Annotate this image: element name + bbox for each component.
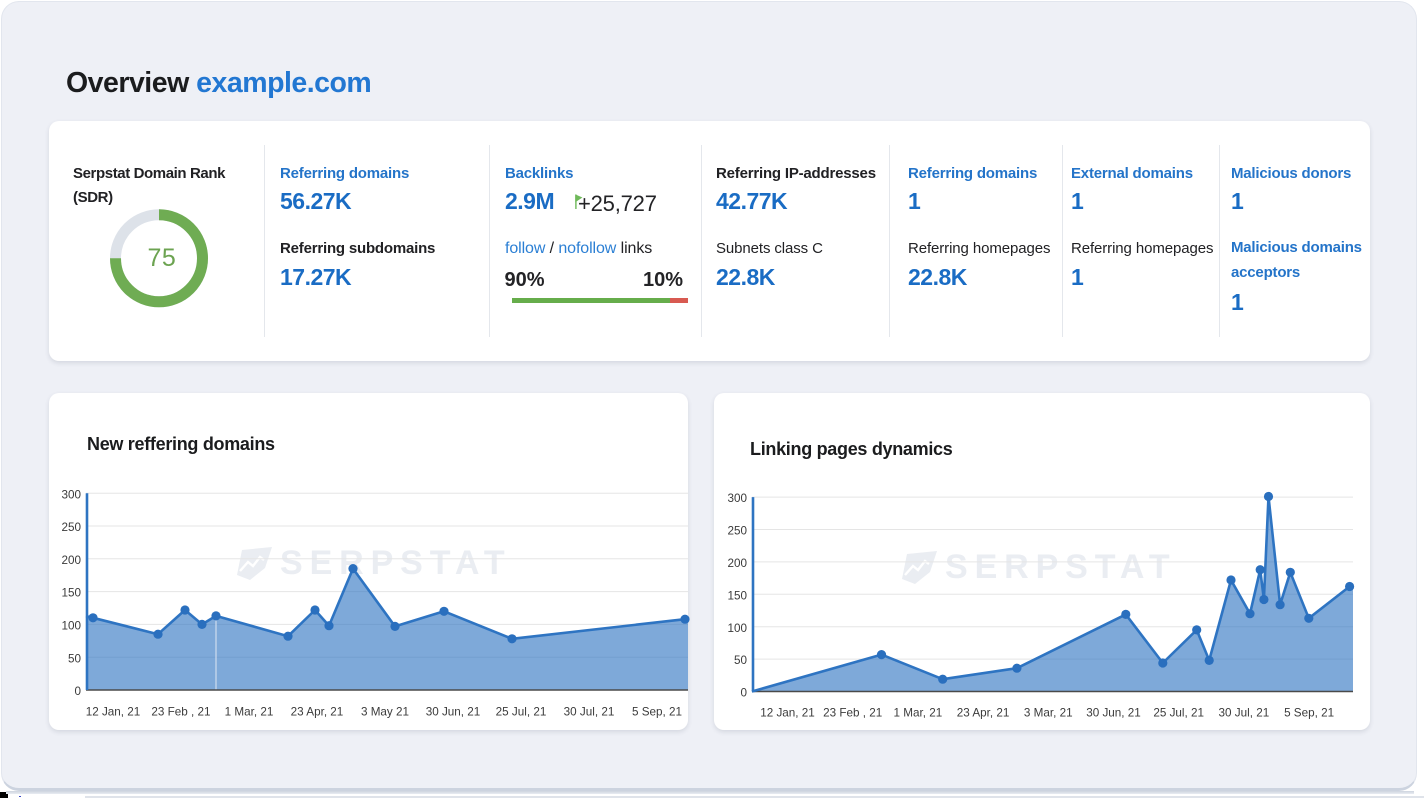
svg-text:3 Mar, 21: 3 Mar, 21 bbox=[1024, 707, 1073, 720]
svg-text:300: 300 bbox=[61, 488, 81, 501]
svg-text:12 Jan, 21: 12 Jan, 21 bbox=[86, 706, 141, 719]
svg-text:SERPSTAT: SERPSTAT bbox=[945, 548, 1177, 586]
svg-text:150: 150 bbox=[61, 587, 81, 600]
svg-text:30 Jun, 21: 30 Jun, 21 bbox=[426, 706, 481, 719]
svg-text:23 Feb , 21: 23 Feb , 21 bbox=[151, 706, 210, 719]
svg-text:150: 150 bbox=[727, 589, 747, 602]
svg-text:5 Sep, 21: 5 Sep, 21 bbox=[632, 706, 682, 719]
svg-text:200: 200 bbox=[61, 554, 81, 567]
svg-text:300: 300 bbox=[727, 492, 747, 505]
svg-text:1 Mar, 21: 1 Mar, 21 bbox=[894, 707, 943, 720]
svg-text:100: 100 bbox=[61, 620, 81, 633]
svg-text:50: 50 bbox=[68, 652, 82, 665]
svg-text:5 Sep, 21: 5 Sep, 21 bbox=[1284, 707, 1334, 720]
svg-text:250: 250 bbox=[727, 525, 747, 538]
svg-text:0: 0 bbox=[740, 687, 747, 700]
svg-text:30 Jul, 21: 30 Jul, 21 bbox=[564, 706, 615, 719]
svg-text:50: 50 bbox=[734, 654, 748, 667]
svg-text:250: 250 bbox=[61, 521, 81, 534]
svg-text:23 Apr, 21: 23 Apr, 21 bbox=[957, 707, 1010, 720]
svg-text:200: 200 bbox=[727, 557, 747, 570]
svg-text:25 Jul, 21: 25 Jul, 21 bbox=[496, 706, 547, 719]
svg-text:12 Jan, 21: 12 Jan, 21 bbox=[760, 707, 815, 720]
svg-text:1 Mar, 21: 1 Mar, 21 bbox=[225, 706, 274, 719]
svg-text:3 May 21: 3 May 21 bbox=[361, 706, 409, 719]
svg-text:0: 0 bbox=[74, 685, 81, 698]
svg-text:25 Jul, 21: 25 Jul, 21 bbox=[1153, 707, 1204, 720]
svg-text:100: 100 bbox=[727, 622, 747, 635]
svg-text:30 Jun, 21: 30 Jun, 21 bbox=[1086, 707, 1141, 720]
svg-text:23 Feb , 21: 23 Feb , 21 bbox=[823, 707, 882, 720]
svg-text:23 Apr, 21: 23 Apr, 21 bbox=[291, 706, 344, 719]
svg-text:30 Jul, 21: 30 Jul, 21 bbox=[1219, 707, 1270, 720]
svg-text:SERPSTAT: SERPSTAT bbox=[280, 544, 512, 582]
